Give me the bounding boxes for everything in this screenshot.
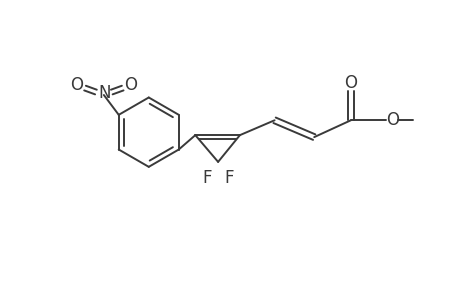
Text: N: N (98, 84, 111, 102)
Text: O: O (71, 76, 84, 94)
Text: F: F (202, 169, 212, 187)
Text: O: O (344, 74, 357, 92)
Text: F: F (224, 169, 233, 187)
Text: O: O (124, 76, 137, 94)
Text: O: O (385, 111, 398, 129)
